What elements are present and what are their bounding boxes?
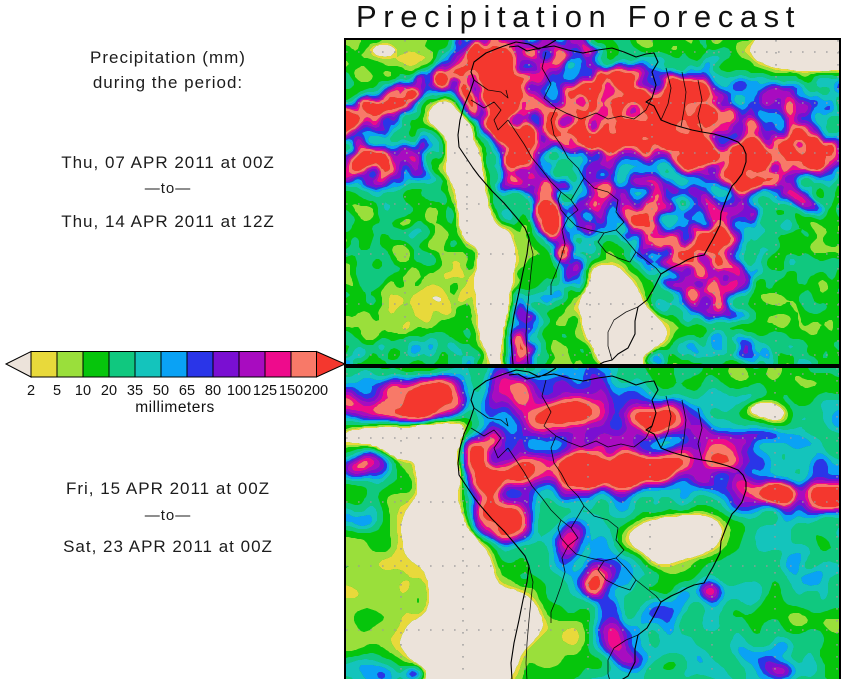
svg-text:millimeters: millimeters (135, 399, 215, 416)
svg-text:10: 10 (75, 383, 91, 399)
svg-text:5: 5 (53, 383, 61, 399)
svg-text:35: 35 (127, 383, 143, 399)
svg-text:200: 200 (304, 383, 328, 399)
svg-text:100: 100 (227, 383, 251, 399)
svg-text:125: 125 (253, 383, 277, 399)
svg-text:2: 2 (27, 383, 35, 399)
svg-text:65: 65 (179, 383, 195, 399)
svg-text:150: 150 (279, 383, 303, 399)
svg-text:80: 80 (205, 383, 221, 399)
svg-text:20: 20 (101, 383, 117, 399)
svg-text:50: 50 (153, 383, 169, 399)
